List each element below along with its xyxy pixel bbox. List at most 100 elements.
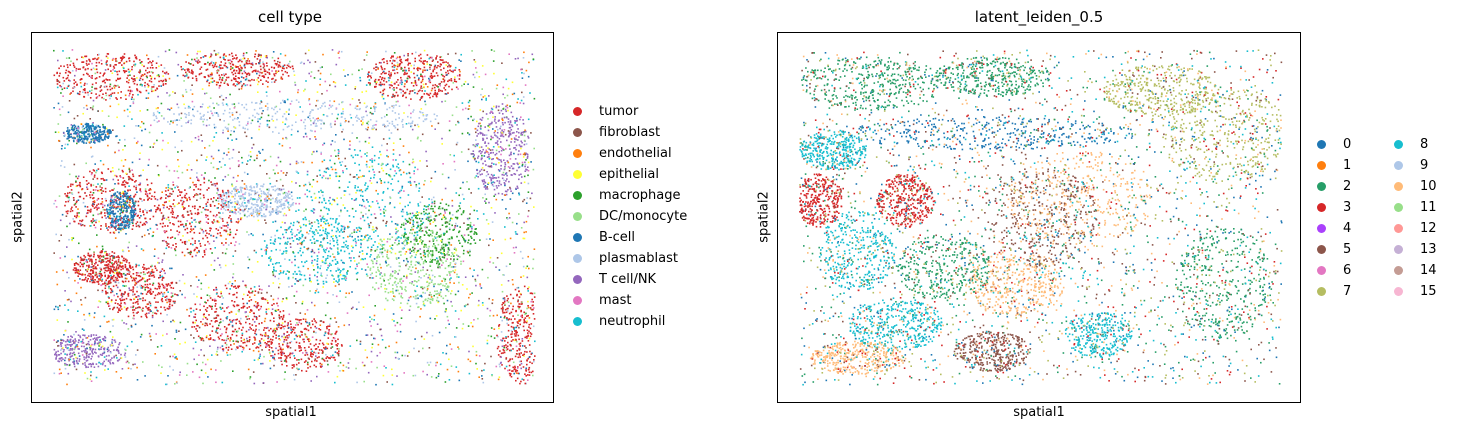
scatter-point xyxy=(134,363,136,365)
scatter-point xyxy=(252,349,255,352)
scatter-point xyxy=(117,279,119,282)
scatter-point xyxy=(366,122,368,125)
scatter-point xyxy=(450,365,453,367)
scatter-point xyxy=(440,252,442,254)
scatter-point xyxy=(397,273,399,275)
scatter-point xyxy=(190,228,192,230)
scatter-point xyxy=(505,311,508,314)
scatter-point xyxy=(78,271,80,273)
scatter-point xyxy=(478,150,480,153)
scatter-point xyxy=(278,324,281,326)
scatter-point xyxy=(309,111,312,113)
scatter-point xyxy=(496,180,499,182)
scatter-point xyxy=(318,169,321,172)
scatter-point xyxy=(140,174,142,177)
scatter-point xyxy=(199,188,202,191)
scatter-point xyxy=(208,124,211,126)
scatter-point xyxy=(66,127,69,129)
scatter-point xyxy=(85,104,88,107)
scatter-point xyxy=(502,274,504,276)
scatter-point xyxy=(235,287,237,289)
scatter-point xyxy=(64,304,66,306)
scatter-point xyxy=(432,258,434,261)
scatter-point xyxy=(500,339,502,341)
scatter-point xyxy=(100,269,103,271)
scatter-point xyxy=(197,325,199,327)
scatter-point xyxy=(365,207,367,209)
scatter-point xyxy=(448,271,450,273)
scatter-point xyxy=(96,132,99,134)
scatter-point xyxy=(332,354,334,356)
scatter-point xyxy=(405,240,408,242)
scatter-point xyxy=(231,206,234,208)
scatter-point xyxy=(227,233,230,235)
scatter-point xyxy=(80,85,83,88)
scatter-point xyxy=(413,172,415,175)
scatter-point xyxy=(88,265,90,268)
scatter-point xyxy=(121,295,124,297)
scatter-point xyxy=(327,325,329,328)
scatter-point xyxy=(290,191,293,194)
scatter-point xyxy=(250,328,252,330)
scatter-point xyxy=(103,79,106,82)
scatter-point xyxy=(71,347,74,350)
scatter-point xyxy=(196,110,199,113)
scatter-point xyxy=(123,306,126,309)
scatter-point xyxy=(501,193,504,195)
scatter-point xyxy=(125,70,128,72)
scatter-point xyxy=(290,329,293,331)
scatter-point xyxy=(130,208,133,210)
scatter-point xyxy=(100,183,103,185)
scatter-point xyxy=(527,255,529,258)
scatter-point xyxy=(287,278,290,280)
scatter-point xyxy=(260,101,263,103)
scatter-point xyxy=(410,112,412,115)
scatter-point xyxy=(164,225,166,227)
scatter-point xyxy=(441,238,444,241)
scatter-point xyxy=(421,90,423,92)
scatter-point xyxy=(99,251,102,254)
scatter-point xyxy=(78,348,80,350)
scatter-point xyxy=(155,117,158,119)
scatter-point xyxy=(527,182,530,185)
scatter-point xyxy=(245,286,248,289)
scatter-point xyxy=(523,318,525,321)
scatter-point xyxy=(430,294,432,296)
scatter-point xyxy=(258,125,261,128)
scatter-point xyxy=(422,254,425,257)
scatter-point xyxy=(310,196,313,198)
scatter-point xyxy=(492,60,495,62)
scatter-point xyxy=(226,127,228,130)
scatter-point xyxy=(527,169,530,172)
scatter-point xyxy=(295,182,297,184)
scatter-point xyxy=(443,67,445,70)
scatter-point xyxy=(86,354,88,357)
scatter-point xyxy=(275,164,278,167)
scatter-point xyxy=(519,118,521,121)
scatter-point xyxy=(184,107,187,109)
scatter-point xyxy=(137,280,140,283)
scatter-point xyxy=(474,242,477,244)
scatter-point xyxy=(79,278,81,280)
scatter-point xyxy=(370,248,372,251)
scatter-point xyxy=(287,323,289,326)
scatter-point xyxy=(116,275,119,278)
scatter-point xyxy=(300,349,302,351)
scatter-point xyxy=(533,307,535,309)
scatter-point xyxy=(84,68,87,71)
scatter-point xyxy=(256,261,259,263)
scatter-point xyxy=(356,108,358,111)
scatter-point xyxy=(273,303,275,305)
scatter-point xyxy=(435,260,438,263)
scatter-point xyxy=(260,116,263,119)
scatter-point xyxy=(356,278,358,281)
scatter-point xyxy=(296,318,299,321)
scatter-point xyxy=(395,232,397,235)
scatter-point xyxy=(376,256,378,259)
scatter-point xyxy=(484,73,487,76)
scatter-point xyxy=(444,310,447,313)
scatter-point xyxy=(130,326,133,328)
scatter-point xyxy=(485,134,488,136)
scatter-point xyxy=(484,362,486,365)
scatter-point xyxy=(434,118,437,120)
